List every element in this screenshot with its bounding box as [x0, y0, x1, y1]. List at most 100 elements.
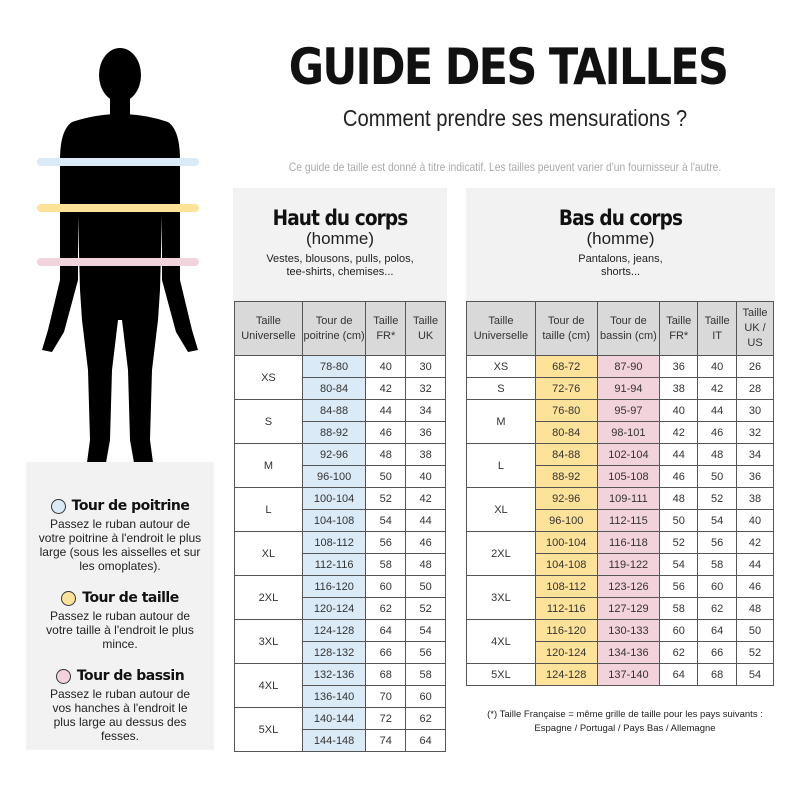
hip-band	[37, 258, 199, 266]
value-cell: 120-124	[534, 641, 598, 664]
value-cell: 58	[365, 553, 407, 576]
value-cell: 56	[365, 531, 407, 554]
value-cell: 48	[405, 553, 446, 576]
size-cell: L	[466, 443, 536, 488]
footnote-line1: (*) Taille Française = même grille de ta…	[487, 709, 763, 720]
value-cell: 34	[736, 443, 774, 466]
value-cell: 40	[697, 355, 738, 378]
table-row: XL 92-96 109-111 48 52 38	[466, 487, 774, 532]
size-cell: XS	[234, 355, 303, 400]
column-header: Tour de poitrine (cm)	[301, 301, 367, 356]
value-cell: 54	[736, 663, 774, 686]
value-cell: 56	[405, 641, 446, 664]
value-cell: 32	[736, 421, 774, 444]
table-row: 5XL 140-144 72 62	[234, 707, 446, 752]
value-cell: 44	[365, 399, 407, 422]
value-cell: 72-76	[534, 377, 598, 400]
value-cell: 134-136	[596, 641, 661, 664]
value-cell: 66	[697, 641, 738, 664]
value-cell: 50	[365, 465, 407, 488]
value-cell: 112-116	[534, 597, 598, 620]
value-cell: 120-124	[301, 597, 367, 620]
size-cell: XL	[466, 487, 536, 532]
value-cell: 68	[697, 663, 738, 686]
table-row: 88-92 105-108 46 50 36	[467, 465, 774, 488]
column-header: Taille FR*	[365, 301, 407, 356]
value-cell: 62	[659, 641, 699, 664]
size-cell: 4XL	[234, 663, 303, 708]
value-cell: 60	[697, 575, 738, 598]
table-row: 120-124 62 52	[235, 597, 446, 620]
value-cell: 48	[697, 443, 738, 466]
value-cell: 46	[659, 465, 699, 488]
size-cell: L	[234, 487, 303, 532]
table-row: 2XL 100-104 116-118 52 56 42	[466, 531, 774, 576]
table-header-row: Taille Universelle Tour de taille (cm) Tou…	[466, 301, 774, 356]
column-header: Taille UK	[405, 301, 446, 356]
column-header: Taille Universelle	[466, 301, 536, 356]
table-row: L 100-104 52 42	[234, 487, 446, 532]
table-row: 80-84 42 32	[235, 377, 446, 400]
value-cell: 44	[405, 509, 446, 532]
table-row: XS 78-80 40 30	[234, 355, 446, 400]
value-cell: 44	[659, 443, 699, 466]
value-cell: 34	[405, 399, 446, 422]
column-header: Taille FR*	[659, 301, 699, 356]
value-cell: 38	[659, 377, 699, 400]
table-row: 5XL 124-128 137-140 64 68 54	[466, 663, 774, 686]
value-cell: 92-96	[301, 443, 367, 466]
value-cell: 46	[697, 421, 738, 444]
value-cell: 50	[659, 509, 699, 532]
value-cell: 30	[405, 355, 446, 378]
value-cell: 104-108	[301, 509, 367, 532]
value-cell: 36	[659, 355, 699, 378]
size-cell: S	[466, 377, 536, 400]
value-cell: 44	[697, 399, 738, 422]
legend-poitrine: Tour de poitrine Passez le ruban autour …	[26, 498, 214, 573]
legend-taille: Tour de taille Passez le ruban autour de…	[26, 590, 214, 651]
value-cell: 124-128	[301, 619, 367, 642]
value-cell: 60	[365, 575, 407, 598]
table-row: 136-140 70 60	[235, 685, 446, 708]
size-cell: XS	[466, 355, 536, 378]
value-cell: 104-108	[534, 553, 598, 576]
value-cell: 58	[659, 597, 699, 620]
value-cell: 52	[659, 531, 699, 554]
bas-desc: Pantalons, jeans, shorts...	[578, 253, 663, 278]
table-row: 96-100 112-115 50 54 40	[467, 509, 774, 532]
size-cell: M	[234, 443, 303, 488]
value-cell: 95-97	[596, 399, 661, 422]
value-cell: 48	[365, 443, 407, 466]
size-cell: M	[466, 399, 536, 444]
table-row: 88-92 46 36	[235, 421, 446, 444]
value-cell: 32	[405, 377, 446, 400]
value-cell: 54	[365, 509, 407, 532]
value-cell: 42	[405, 487, 446, 510]
value-cell: 42	[365, 377, 407, 400]
value-cell: 62	[405, 707, 446, 730]
table-row: 144-148 74 64	[235, 729, 446, 752]
table-row: 104-108 119-122 54 58 44	[467, 553, 774, 576]
size-cell: XL	[234, 531, 303, 576]
table-row: 96-100 50 40	[235, 465, 446, 488]
table-row: 112-116 127-129 58 62 48	[467, 597, 774, 620]
legend-title: Tour de taille	[82, 590, 179, 606]
value-cell: 40	[736, 509, 774, 532]
value-cell: 96-100	[534, 509, 598, 532]
table-row: 104-108 54 44	[235, 509, 446, 532]
size-cell: 5XL	[466, 663, 536, 686]
value-cell: 108-112	[301, 531, 367, 554]
value-cell: 40	[405, 465, 446, 488]
value-cell: 56	[659, 575, 699, 598]
column-header: Taille UK / US	[736, 301, 774, 356]
value-cell: 28	[736, 377, 774, 400]
value-cell: 40	[659, 399, 699, 422]
haut-gender: (homme)	[305, 229, 374, 248]
value-cell: 62	[697, 597, 738, 620]
value-cell: 64	[659, 663, 699, 686]
legend-text: Passez le ruban autour de votre taille à…	[46, 609, 194, 651]
table-row: M 76-80 95-97 40 44 30	[466, 399, 774, 444]
value-cell: 128-132	[301, 641, 367, 664]
value-cell: 80-84	[534, 421, 598, 444]
value-cell: 50	[405, 575, 446, 598]
